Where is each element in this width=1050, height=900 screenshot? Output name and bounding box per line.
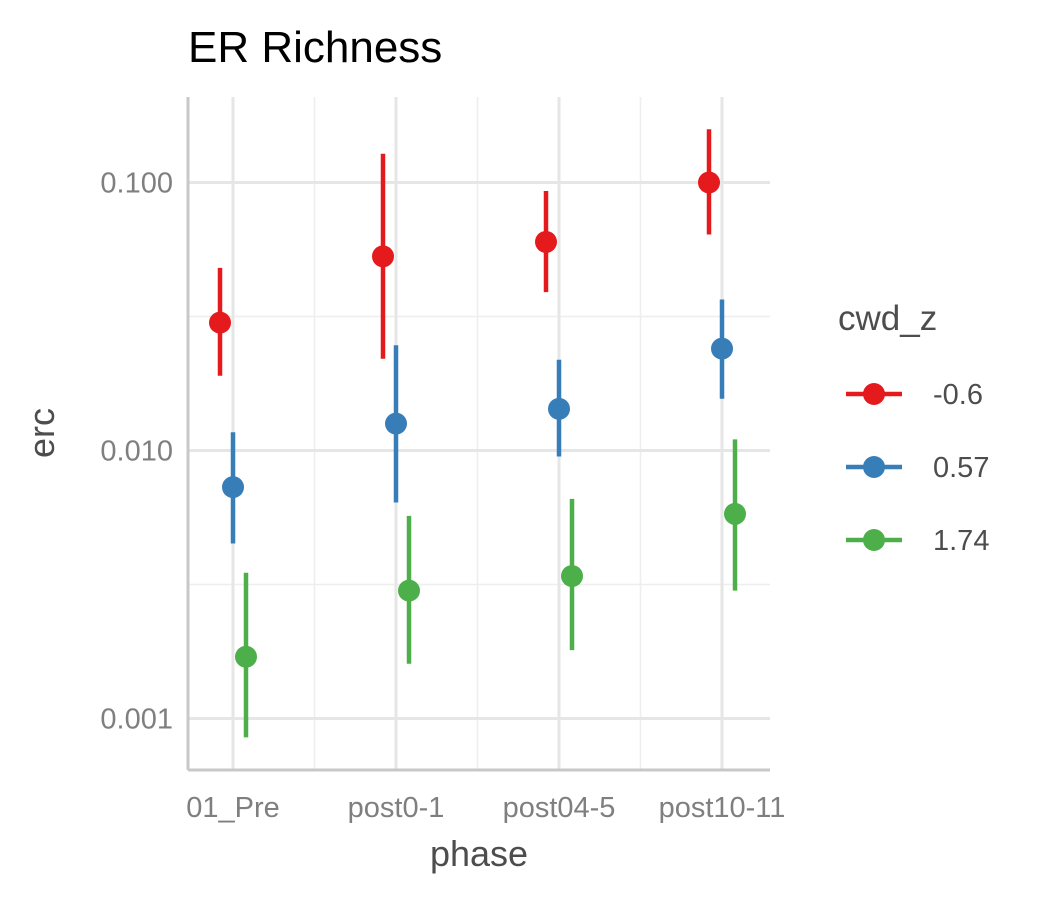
x-axis-title: phase [430,833,528,874]
legend-label: 1.74 [933,525,989,557]
y-tick-label: 0.001 [100,704,173,736]
y-tick-label: 0.100 [100,168,173,200]
x-tick-label: post0-1 [348,792,445,824]
chart-title: ER Richness [188,23,442,72]
y-axis-title: erc [21,408,62,458]
data-point [698,171,720,194]
data-point [385,412,407,435]
minor-gridlines [188,97,770,770]
legend-key-point [863,456,885,478]
legend-label: -0.6 [933,379,983,411]
legend-key-point [863,383,885,405]
data-point [548,397,570,420]
data-point [235,645,257,668]
data-point [209,311,231,334]
legend-title: cwd_z [838,299,937,338]
legend-label: 0.57 [933,452,989,484]
data-marks [209,129,746,738]
data-point [398,579,420,602]
data-point [222,476,244,499]
x-tick-label: post10-11 [659,792,786,824]
legend-key-point [863,529,885,551]
y-tick-label: 0.010 [100,436,173,468]
x-tick-labels: 01_Pre post0-1 post04-5 post10-11 [186,792,785,824]
data-point [372,245,394,268]
data-point [535,230,557,253]
data-point [561,565,583,588]
y-tick-labels: 0.001 0.010 0.100 [100,168,173,736]
data-point [724,502,746,525]
major-gridlines [188,97,770,770]
x-tick-label: 01_Pre [186,792,280,824]
x-tick-label: post04-5 [503,792,616,824]
legend: cwd_z -0.6 0.57 1.74 [838,299,989,557]
data-point [711,337,733,360]
